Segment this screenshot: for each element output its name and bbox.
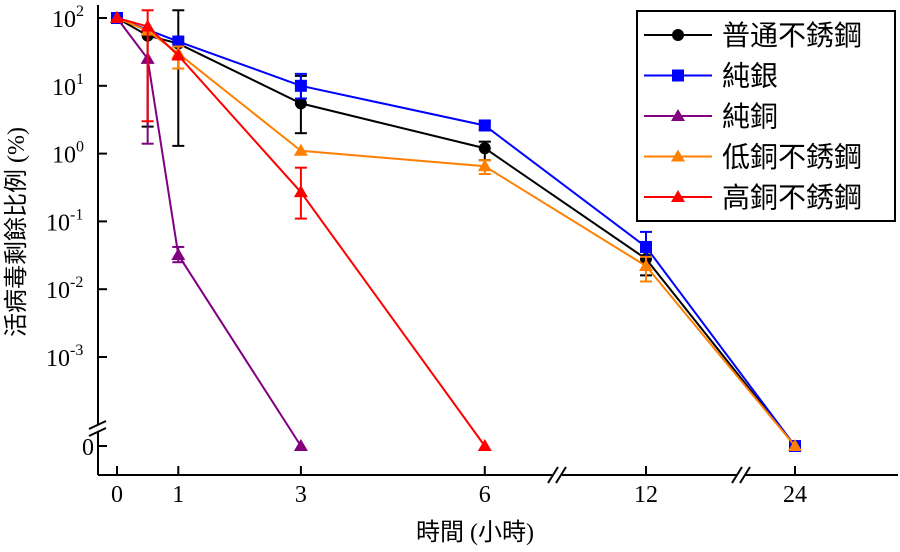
- data-point: [294, 79, 307, 92]
- y-tick-label: 101: [52, 71, 84, 101]
- x-axis-break: [555, 466, 567, 484]
- legend-label: 純銀: [722, 61, 778, 93]
- data-point: [640, 240, 652, 253]
- data-point: [110, 11, 124, 23]
- data-point: [172, 35, 185, 48]
- y-axis-break: [88, 420, 107, 430]
- legend-label: 普通不銹鋼: [722, 20, 862, 52]
- data-point: [171, 247, 186, 260]
- data-point: [477, 159, 492, 172]
- data-point: [171, 48, 186, 61]
- y-tick-label: 102: [52, 3, 84, 33]
- data-point: [478, 119, 491, 132]
- y-tick-label: 100: [52, 139, 84, 169]
- x-axis-break: [547, 466, 559, 484]
- legend-item: 純銀: [644, 61, 778, 93]
- x-tick-label: 6: [479, 482, 491, 508]
- data-point: [671, 109, 685, 121]
- legend-label: 純銅: [722, 101, 778, 133]
- y-axis-break: [88, 427, 107, 437]
- x-tick-label: 0: [111, 482, 123, 508]
- x-tick-label: 24: [783, 482, 807, 508]
- series-line: [116, 17, 796, 447]
- axes: 102 101 100 10-1 10-2 10-3 00 1 3 6 12 24: [46, 3, 898, 508]
- y-tick-label: 10-1: [46, 206, 83, 236]
- data-point: [294, 97, 307, 110]
- data-point: [478, 142, 491, 155]
- data-point: [293, 185, 308, 198]
- x-tick-label: 12: [634, 482, 658, 508]
- legend-label: 高銅不銹鋼: [722, 182, 862, 214]
- legend-item: 普通不銹鋼: [644, 20, 862, 52]
- legend-item: 低銅不銹鋼: [644, 142, 862, 174]
- data-point: [639, 258, 653, 271]
- data-point: [477, 439, 492, 451]
- data-point: [140, 19, 155, 32]
- legend-item: 純銅: [644, 101, 778, 133]
- data-point: [671, 190, 685, 202]
- x-axis-break: [739, 466, 751, 484]
- x-tick-label: 3: [295, 482, 307, 508]
- data-point: [293, 143, 308, 156]
- data-point: [788, 439, 802, 451]
- legend-item: 高銅不銹鋼: [644, 182, 862, 214]
- y-tick-label: 0: [82, 435, 94, 461]
- series-4: [110, 9, 492, 451]
- data-point: [672, 69, 684, 82]
- x-tick-label: 1: [172, 482, 184, 508]
- y-tick-label: 10-3: [46, 342, 83, 372]
- data-point: [293, 439, 308, 451]
- series-line: [116, 17, 302, 447]
- legend-label: 低銅不銹鋼: [722, 142, 862, 174]
- data-point: [671, 149, 685, 162]
- series-lines: [110, 9, 802, 452]
- y-tick-label: 10-2: [46, 274, 83, 304]
- x-axis-label: 時間 (小時): [416, 519, 534, 546]
- data-point: [672, 29, 684, 41]
- x-axis-break: [731, 466, 743, 484]
- y-axis-label: 活病毒剩餘比例 (%): [3, 127, 30, 337]
